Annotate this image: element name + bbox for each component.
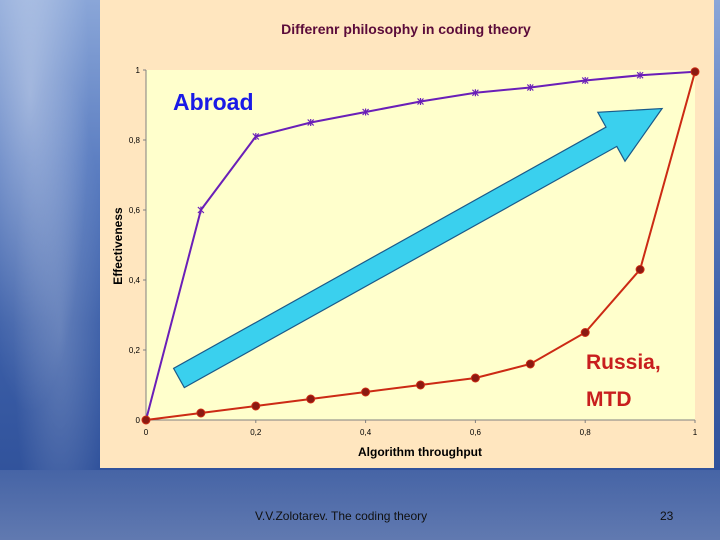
data-point [581,77,589,84]
footer-text: V.V.Zolotarev. The coding theory [255,509,428,523]
tick-labels: 0 0,2 0,4 0,6 0,8 1 0 0,2 0,4 0,6 0,8 1 [129,66,698,437]
y-axis-label: Effectiveness [111,207,125,285]
data-point [690,67,700,77]
x-tick-label: 0,8 [580,428,592,437]
chart-title: Differenr philosophy in coding theory [281,21,531,37]
x-tick-label: 0,2 [250,428,262,437]
slide-background [0,0,100,470]
slide-footer-band [0,470,720,540]
trend-arrow [172,107,664,389]
x-axis-label: Algorithm throughput [358,445,482,459]
data-point [417,98,424,105]
data-point [525,359,535,369]
data-point [361,387,371,397]
annotation-russia-line1: Russia, [586,351,661,374]
y-tick-label: 0,8 [129,136,141,145]
data-point [635,265,645,274]
x-tick-label: 1 [693,428,698,437]
y-tick-label: 0,6 [129,206,141,215]
arrow-shape [172,107,664,389]
data-point [526,84,534,91]
data-point [306,394,316,404]
chart-panel: 0 0,2 0,4 0,6 0,8 1 0 0,2 0,4 0,6 0,8 1 Differenr p… [100,0,714,468]
y-tick-label: 0 [136,416,141,425]
data-point [416,380,425,390]
y-tick-label: 1 [136,66,141,75]
data-point [636,71,644,79]
x-tick-label: 0 [144,428,149,437]
data-point [252,133,260,140]
data-point [471,89,479,97]
data-point [251,401,261,411]
annotation-russia-line2: MTD [586,388,632,411]
data-point [307,119,315,126]
data-point [470,373,480,383]
series-russia [141,67,700,425]
data-point [197,206,205,214]
data-point [141,415,151,425]
annotation-abroad: Abroad [173,89,254,115]
page-number: 23 [660,509,674,523]
data-point [196,408,206,418]
y-tick-label: 0,2 [129,346,141,355]
chart-svg: 0 0,2 0,4 0,6 0,8 1 0 0,2 0,4 0,6 0,8 1 Differenr p… [111,21,700,459]
data-point [362,108,370,116]
y-tick-label: 0,4 [129,276,141,285]
x-tick-label: 0,6 [470,428,482,437]
series-layer [141,67,700,425]
data-point [580,328,590,337]
x-tick-label: 0,4 [360,428,372,437]
